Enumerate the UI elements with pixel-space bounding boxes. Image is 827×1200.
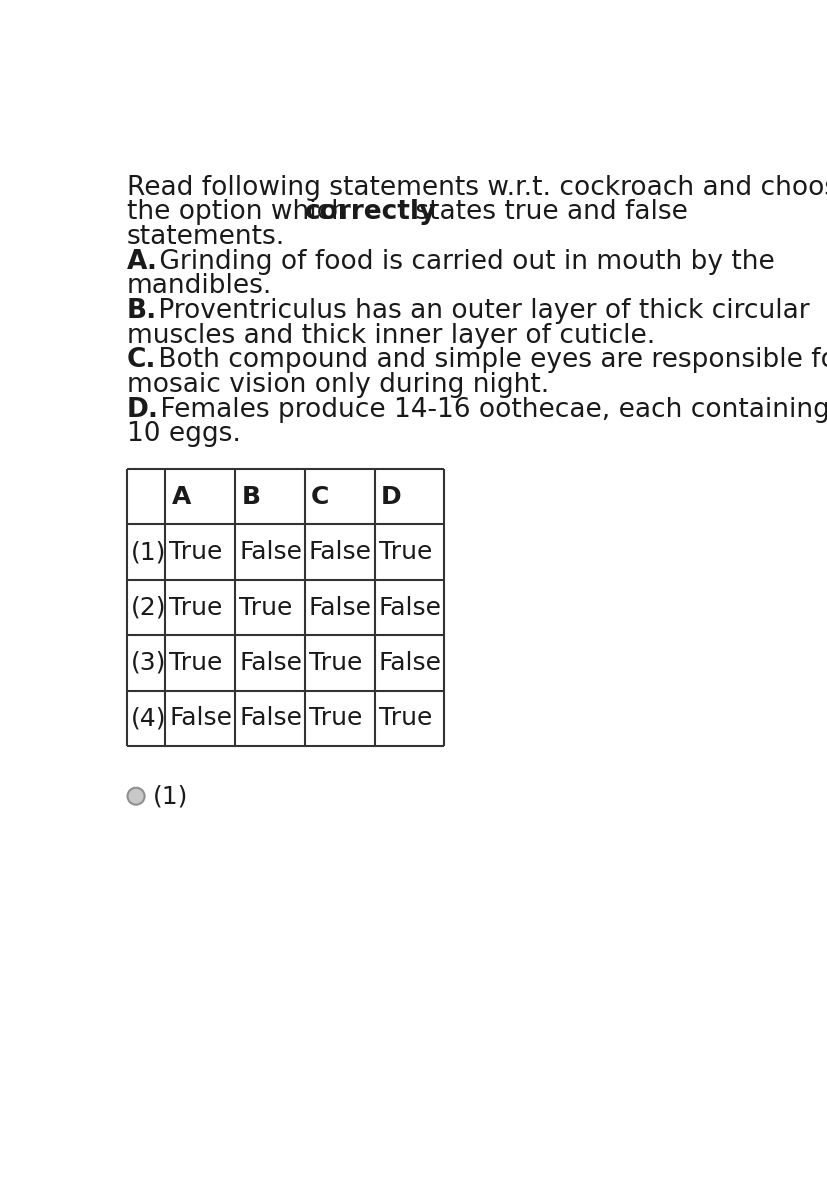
Text: D: D — [380, 485, 401, 509]
Text: A: A — [171, 485, 191, 509]
Text: the option which: the option which — [127, 199, 356, 226]
Text: True: True — [170, 595, 222, 619]
Text: 10 eggs.: 10 eggs. — [127, 421, 241, 448]
Text: True: True — [170, 540, 222, 564]
Text: B.: B. — [127, 298, 157, 324]
Text: False: False — [239, 650, 302, 674]
Text: False: False — [308, 540, 371, 564]
Text: states true and false: states true and false — [407, 199, 687, 226]
Text: True: True — [378, 540, 432, 564]
Text: Proventriculus has an outer layer of thick circular: Proventriculus has an outer layer of thi… — [150, 298, 809, 324]
Text: mosaic vision only during night.: mosaic vision only during night. — [127, 372, 548, 398]
Text: D.: D. — [127, 396, 159, 422]
Text: True: True — [170, 650, 222, 674]
Text: statements.: statements. — [127, 224, 284, 250]
Text: correctly: correctly — [304, 199, 436, 226]
Text: muscles and thick inner layer of cuticle.: muscles and thick inner layer of cuticle… — [127, 323, 654, 349]
Circle shape — [127, 787, 145, 805]
Text: (3): (3) — [131, 650, 165, 674]
Text: mandibles.: mandibles. — [127, 274, 272, 299]
Text: False: False — [378, 650, 441, 674]
Text: False: False — [170, 707, 232, 731]
Text: C.: C. — [127, 347, 156, 373]
Text: False: False — [378, 595, 441, 619]
Text: True: True — [308, 650, 362, 674]
Text: Read following statements w.r.t. cockroach and choose: Read following statements w.r.t. cockroa… — [127, 175, 827, 200]
Text: C: C — [311, 485, 329, 509]
Text: (1): (1) — [131, 540, 165, 564]
Text: Grinding of food is carried out in mouth by the: Grinding of food is carried out in mouth… — [151, 248, 773, 275]
Text: (4): (4) — [131, 707, 166, 731]
Text: Both compound and simple eyes are responsible for: Both compound and simple eyes are respon… — [150, 347, 827, 373]
Text: Females produce 14-16 oothecae, each containing 9-: Females produce 14-16 oothecae, each con… — [151, 396, 827, 422]
Text: False: False — [239, 707, 302, 731]
Text: (1): (1) — [153, 784, 189, 808]
Text: True: True — [239, 595, 292, 619]
Text: B: B — [241, 485, 261, 509]
Text: (2): (2) — [131, 595, 166, 619]
Text: True: True — [308, 707, 362, 731]
Text: True: True — [378, 707, 432, 731]
Text: False: False — [239, 540, 302, 564]
Text: False: False — [308, 595, 371, 619]
Text: A.: A. — [127, 248, 158, 275]
